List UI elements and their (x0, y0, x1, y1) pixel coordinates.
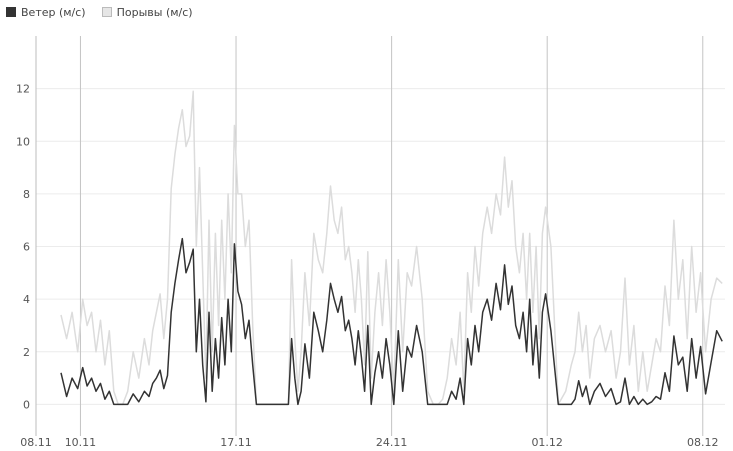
legend-label-wind: Ветер (м/с) (21, 5, 86, 19)
wind-series-line (60, 237, 723, 406)
y-tick-label-6: 12 (16, 83, 30, 96)
legend: Ветер (м/с) Порывы (м/с) (6, 3, 209, 21)
legend-item-wind[interactable]: Ветер (м/с) (6, 6, 86, 19)
x-tick-label-1: 10.11 (65, 436, 97, 449)
wind-swatch-icon (6, 7, 16, 17)
y-tick-label-2: 4 (23, 293, 30, 306)
x-tick-label-4: 01.12 (531, 436, 563, 449)
x-tick-label-3: 24.11 (376, 436, 408, 449)
y-tick-label-0: 0 (23, 398, 30, 411)
x-tick-label-5: 08.12 (687, 436, 719, 449)
legend-item-gusts[interactable]: Порывы (м/с) (101, 5, 193, 19)
x-tick-label-2: 17.11 (220, 436, 252, 449)
legend-label-gusts: Порывы (м/с) (116, 5, 193, 19)
y-tick-label-1: 2 (23, 346, 30, 359)
gusts-swatch-icon (101, 7, 112, 17)
y-tick-label-4: 8 (23, 188, 30, 201)
gusts-series-line (60, 90, 723, 406)
y-tick-label-5: 10 (16, 135, 30, 148)
x-tick-label-0: 08.11 (20, 436, 52, 449)
y-tick-label-3: 6 (23, 241, 30, 254)
